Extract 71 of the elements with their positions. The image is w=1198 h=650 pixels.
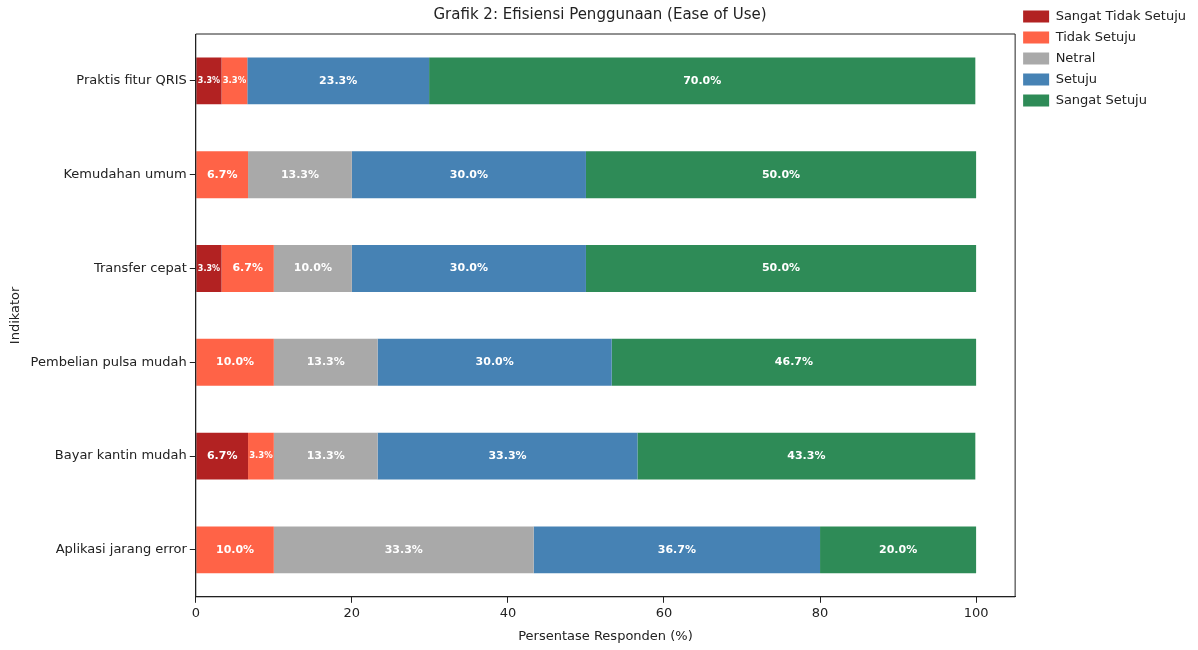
- bar: [585, 151, 977, 199]
- bar: [273, 245, 352, 292]
- y-tick-label: Transfer cepat: [92, 259, 187, 275]
- bar: [377, 432, 638, 480]
- x-tick-label: 0: [191, 604, 200, 620]
- data-label: 6.7%: [232, 261, 263, 275]
- bar: [221, 245, 274, 292]
- legend-label: Sangat Tidak Setuju: [1055, 7, 1186, 23]
- y-tick-label: Praktis fitur QRIS: [76, 72, 187, 88]
- bar: [585, 245, 977, 292]
- data-label: 50.0%: [761, 261, 801, 275]
- bar: [820, 526, 977, 574]
- y-tick-label: Bayar kantin mudah: [54, 447, 187, 463]
- y-tick-label: Aplikasi jarang error: [55, 541, 188, 557]
- chart-title: Grafik 2: Efisiensi Penggunaan (Ease of Use): [433, 4, 767, 23]
- data-label: 3.3%: [197, 75, 220, 85]
- y-axis-title: Indikator: [7, 285, 23, 345]
- x-tick-label: 60: [655, 604, 673, 620]
- bar: [196, 151, 249, 199]
- bar: [196, 57, 222, 105]
- x-tick-label: 80: [811, 604, 829, 620]
- data-label: 46.7%: [774, 355, 813, 369]
- legend-label: Sangat Setuju: [1055, 91, 1147, 107]
- bar: [273, 526, 534, 574]
- data-label: 50.0%: [761, 167, 801, 181]
- data-label: 10.0%: [293, 261, 332, 275]
- bar: [351, 151, 586, 199]
- bar: [533, 526, 821, 574]
- data-label: 10.0%: [215, 542, 255, 556]
- data-label: 33.3%: [488, 448, 527, 462]
- data-label: 23.3%: [319, 73, 358, 87]
- bar: [273, 432, 378, 480]
- bar: [196, 338, 274, 386]
- data-label: 13.3%: [306, 448, 345, 462]
- x-tick-label: 40: [499, 604, 517, 620]
- bar: [429, 57, 976, 105]
- bar: [196, 245, 222, 292]
- bar: [247, 57, 430, 105]
- data-label: 13.3%: [306, 355, 345, 369]
- data-label: 33.3%: [384, 542, 423, 556]
- data-label: 30.0%: [449, 261, 488, 275]
- data-label: 10.0%: [215, 355, 255, 369]
- data-label: 36.7%: [657, 542, 696, 556]
- bar: [196, 526, 274, 574]
- bar: [273, 338, 378, 386]
- data-label: 6.7%: [206, 167, 238, 181]
- data-label: 3.3%: [222, 75, 247, 86]
- bar: [196, 432, 249, 480]
- x-tick-label: 20: [343, 604, 361, 620]
- bar: [377, 338, 612, 386]
- data-label: 6.7%: [206, 448, 238, 462]
- legend-label: Netral: [1055, 49, 1096, 65]
- y-tick-label: Pembelian pulsa mudah: [30, 353, 187, 369]
- data-label: 3.3%: [249, 450, 274, 461]
- data-label: 43.3%: [787, 448, 826, 462]
- y-tick-label: Kemudahan umum: [63, 166, 187, 182]
- data-label: 70.0%: [683, 73, 722, 87]
- data-label: 30.0%: [475, 355, 514, 369]
- bar: [637, 432, 976, 480]
- data-label: 20.0%: [878, 542, 918, 556]
- legend-label: Tidak Setuju: [1054, 28, 1137, 44]
- x-tick-label: 100: [963, 604, 989, 620]
- data-label: 13.3%: [280, 167, 320, 181]
- legend-label: Setuju: [1055, 70, 1098, 86]
- bar: [351, 245, 586, 292]
- data-label: 3.3%: [197, 263, 220, 273]
- data-label: 30.0%: [449, 167, 488, 181]
- bar: [248, 151, 352, 199]
- bar: [611, 338, 977, 386]
- x-axis-title: Persentase Responden (%): [518, 627, 693, 643]
- bar: [248, 432, 274, 480]
